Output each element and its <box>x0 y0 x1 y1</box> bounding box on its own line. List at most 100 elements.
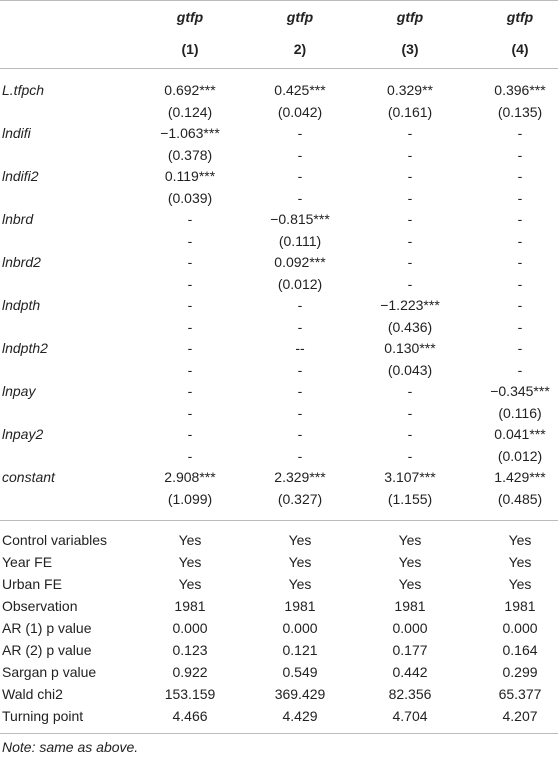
coefficient: - <box>517 168 523 184</box>
standard-error: - <box>407 447 413 464</box>
stat-value: Yes <box>508 576 532 592</box>
stat-value: Yes <box>508 554 532 570</box>
standard-error: - <box>187 232 193 249</box>
standard-error: (0.042) <box>277 103 323 120</box>
column-title: gtfp <box>396 9 424 25</box>
coefficient: - <box>407 426 413 442</box>
stat-value: 0.922 <box>172 664 208 680</box>
standard-error: (0.378) <box>167 146 213 163</box>
coefficient: -- <box>295 340 305 356</box>
stat-value: 0.164 <box>502 642 538 658</box>
standard-error: - <box>407 404 413 421</box>
standard-error: - <box>187 318 193 335</box>
stat-value: 0.000 <box>282 620 318 636</box>
standard-error: (0.124) <box>167 103 213 120</box>
stat-value: 0.000 <box>392 620 428 636</box>
standard-error: (0.043) <box>387 361 433 378</box>
column-title: gtfp <box>506 9 534 25</box>
standard-error: - <box>297 361 303 378</box>
stat-value: 0.549 <box>282 664 318 680</box>
note: Note: same as above. <box>2 739 139 755</box>
stat-value: 0.177 <box>392 642 428 658</box>
stat-value: 0.442 <box>392 664 428 680</box>
rule <box>0 0 558 1</box>
coefficient: - <box>517 297 523 313</box>
column-number: (4) <box>511 41 529 57</box>
rule <box>0 68 558 69</box>
variable-name: lnpay <box>2 383 36 399</box>
stat-value: 0.299 <box>502 664 538 680</box>
variable-name: lnbrd <box>2 211 34 227</box>
column-title: gtfp <box>176 9 204 25</box>
coefficient: 2.329*** <box>274 469 326 485</box>
coefficient: - <box>407 254 413 270</box>
standard-error: (0.012) <box>497 447 543 464</box>
standard-error: - <box>297 318 303 335</box>
standard-error: - <box>517 146 523 163</box>
stat-value: 4.207 <box>502 708 538 724</box>
coefficient: −0.815*** <box>270 211 330 227</box>
standard-error: (0.436) <box>387 318 433 335</box>
stat-value: 82.356 <box>388 686 432 702</box>
coefficient: - <box>297 383 303 399</box>
coefficient: - <box>297 426 303 442</box>
coefficient: - <box>407 383 413 399</box>
coefficient: - <box>297 297 303 313</box>
standard-error: - <box>297 189 303 206</box>
stat-value: 1981 <box>174 598 206 614</box>
variable-name: lndpth <box>2 297 41 313</box>
stat-value: 65.377 <box>498 686 542 702</box>
coefficient: 0.692*** <box>164 82 216 98</box>
coefficient: - <box>187 426 193 442</box>
standard-error: - <box>407 275 413 292</box>
standard-error: (1.155) <box>387 490 433 507</box>
coefficient: - <box>517 340 523 356</box>
coefficient: 0.041*** <box>494 426 546 442</box>
coefficient: −0.345*** <box>490 383 550 399</box>
column-number: (3) <box>401 41 419 57</box>
standard-error: (0.116) <box>498 404 542 421</box>
stat-value: Yes <box>288 532 312 548</box>
standard-error: (1.099) <box>167 490 213 507</box>
standard-error: (0.012) <box>277 275 323 292</box>
stat-value: Yes <box>398 554 422 570</box>
standard-error: - <box>187 361 193 378</box>
variable-name: L.tfpch <box>2 82 45 98</box>
coefficient: - <box>187 383 193 399</box>
variable-name: lnbrd2 <box>2 254 41 270</box>
coefficient: - <box>297 125 303 141</box>
column-number: 2) <box>293 41 307 57</box>
rule <box>0 520 558 521</box>
stat-label: AR (2) p value <box>2 642 92 658</box>
stat-value: 0.121 <box>282 642 318 658</box>
stat-value: Yes <box>398 532 422 548</box>
stat-value: 1981 <box>394 598 426 614</box>
stat-value: Yes <box>398 576 422 592</box>
stat-value: Yes <box>288 554 312 570</box>
stat-value: Yes <box>178 576 202 592</box>
stat-label: Year FE <box>2 554 53 570</box>
variable-name: lndifi <box>2 125 31 141</box>
stat-label: AR (1) p value <box>2 620 92 636</box>
standard-error: (0.039) <box>167 189 213 206</box>
coefficient: 0.119*** <box>164 168 216 184</box>
variable-name: lndpth2 <box>2 340 48 356</box>
standard-error: - <box>517 189 523 206</box>
standard-error: - <box>407 146 413 163</box>
coefficient: 2.908*** <box>164 469 216 485</box>
coefficient: - <box>187 297 193 313</box>
coefficient: - <box>517 125 523 141</box>
coefficient: - <box>517 254 523 270</box>
stat-value: 153.159 <box>164 686 216 702</box>
stat-value: 0.000 <box>502 620 538 636</box>
stat-value: Yes <box>288 576 312 592</box>
rule <box>0 733 558 734</box>
standard-error: - <box>297 447 303 464</box>
stat-label: Turning point <box>2 708 84 724</box>
standard-error: - <box>187 275 193 292</box>
standard-error: - <box>517 275 523 292</box>
coefficient: - <box>297 168 303 184</box>
standard-error: - <box>187 404 193 421</box>
stat-value: Yes <box>178 554 202 570</box>
standard-error: - <box>407 232 413 249</box>
